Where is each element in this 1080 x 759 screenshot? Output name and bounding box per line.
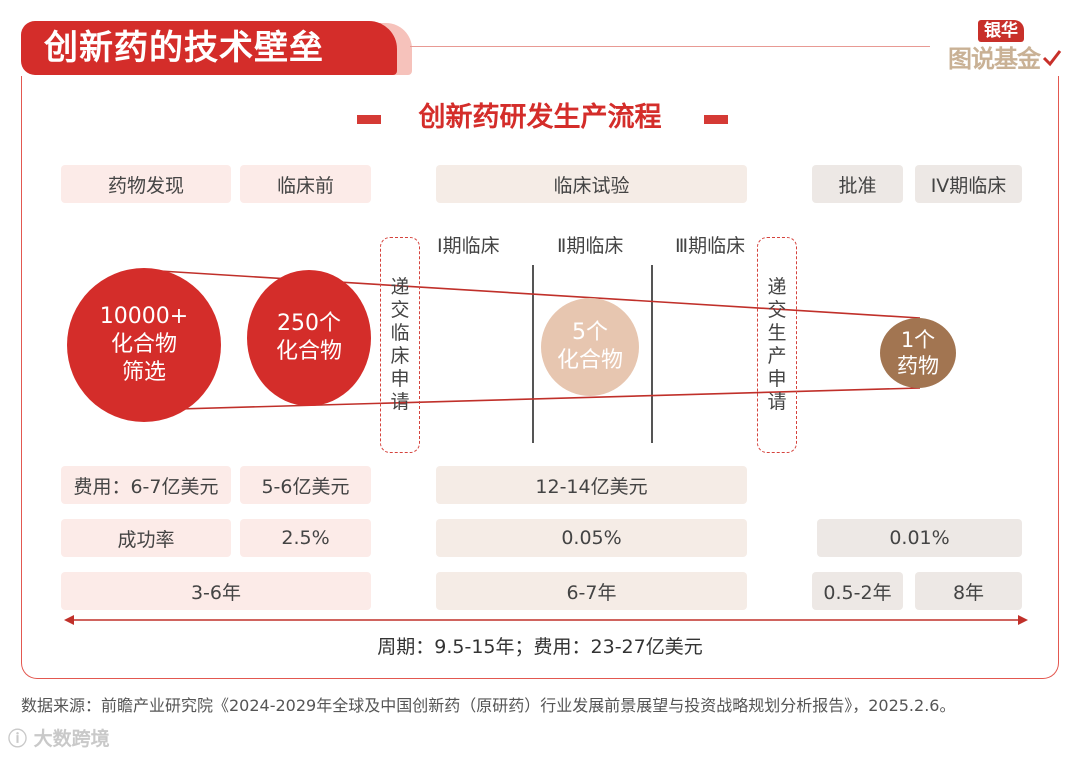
stage-discovery: 药物发现 — [61, 165, 231, 203]
success-label: 成功率 — [61, 519, 231, 557]
circle-line: 5个 — [572, 320, 608, 345]
stage-clinical: 临床试验 — [436, 165, 747, 203]
phase-3-label: Ⅲ期临床 — [675, 235, 746, 257]
duration-approval: 0.5-2年 — [812, 572, 903, 610]
ind-char: 申 — [390, 368, 410, 390]
duration-early: 3-6年 — [61, 572, 371, 610]
circle-line: 化合物 — [275, 339, 342, 364]
circle-line: 1个 — [900, 328, 936, 352]
cost-discovery: 费用：6-7亿美元 — [61, 466, 231, 504]
source-note: 数据来源：前瞻产业研究院《2024-2029年全球及中国创新药（原研药）行业发展… — [21, 696, 956, 715]
check-icon — [1042, 50, 1062, 67]
subtitle-bar-left — [357, 115, 381, 124]
success-approval: 0.01% — [817, 519, 1022, 557]
nda-char: 递 — [767, 276, 787, 298]
compounds-10000-circle: 10000+ 化合物 筛选 — [67, 268, 221, 422]
circle-line: 化合物 — [110, 332, 177, 357]
nda-filing-box: 递 交 生 产 申 请 — [757, 237, 797, 453]
total-summary: 周期：9.5-15年；费用：23-27亿美元 — [377, 636, 703, 658]
nda-char: 申 — [767, 368, 787, 390]
nda-char: 交 — [767, 299, 787, 321]
stage-phase4: IV期临床 — [915, 165, 1022, 203]
stage-preclinical: 临床前 — [240, 165, 371, 203]
content-frame — [21, 76, 1059, 679]
logo-top-text: 银华 — [978, 20, 1024, 42]
cost-clinical: 12-14亿美元 — [436, 466, 747, 504]
compounds-250-circle: 250个 化合物 — [247, 270, 371, 406]
nda-char: 产 — [767, 345, 787, 367]
phase-2-label: Ⅱ期临床 — [557, 235, 624, 257]
header-divider — [410, 46, 930, 47]
ind-char: 递 — [390, 276, 410, 298]
duration-phase4: 8年 — [915, 572, 1022, 610]
phase-1-label: Ⅰ期临床 — [437, 235, 500, 257]
phase-divider-2 — [651, 265, 653, 443]
compounds-5-circle: 5个 化合物 — [541, 298, 639, 396]
phase-divider-1 — [532, 265, 534, 443]
page-title: 创新药的技术壁垒 — [44, 28, 324, 68]
circle-line: 250个 — [277, 311, 341, 336]
ind-char: 交 — [390, 299, 410, 321]
drug-1-circle: 1个 药物 — [880, 318, 956, 388]
circle-line: 筛选 — [121, 360, 166, 385]
logo-bottom-text: 图说基金 — [948, 45, 1041, 73]
brand-logo: 银华 图说基金 — [944, 20, 1062, 80]
duration-clinical: 6-7年 — [436, 572, 747, 610]
watermark: ⓘ 大数跨境 — [8, 728, 110, 750]
cost-preclinical: 5-6亿美元 — [240, 466, 371, 504]
success-preclinical: 2.5% — [240, 519, 371, 557]
ind-filing-box: 递 交 临 床 申 请 — [380, 237, 420, 453]
circle-line: 化合物 — [556, 348, 623, 373]
ind-char: 请 — [390, 391, 410, 413]
subtitle-bar-right — [704, 115, 728, 124]
circle-line: 10000+ — [99, 304, 189, 329]
circle-line: 药物 — [897, 354, 939, 378]
header-tab — [21, 21, 411, 75]
ind-char: 床 — [390, 345, 410, 367]
diagram-subtitle: 创新药研发生产流程 — [418, 102, 662, 133]
stage-approval: 批准 — [812, 165, 903, 203]
nda-char: 生 — [767, 322, 787, 344]
ind-char: 临 — [390, 322, 410, 344]
success-clinical: 0.05% — [436, 519, 747, 557]
nda-char: 请 — [767, 391, 787, 413]
